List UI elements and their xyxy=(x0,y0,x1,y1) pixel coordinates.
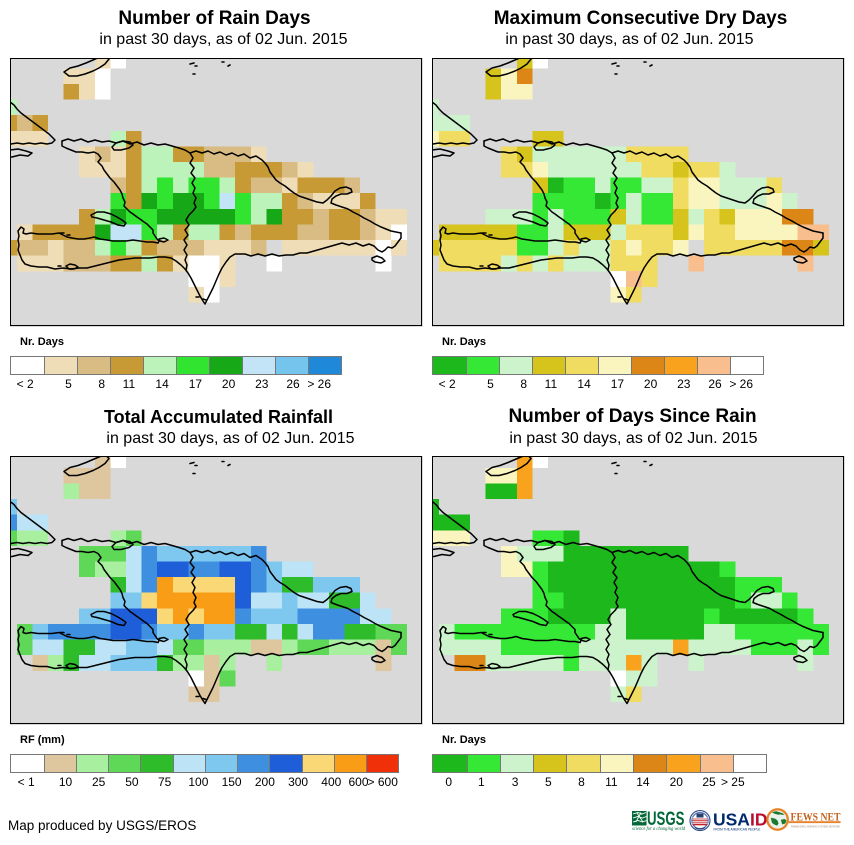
svg-text:FAMINE EARLY WARNING SYSTEMS N: FAMINE EARLY WARNING SYSTEMS NETWORK xyxy=(791,824,840,828)
svg-text:USAID: USAID xyxy=(713,810,767,830)
svg-text:USGS: USGS xyxy=(647,808,685,830)
svg-text:FEWS NET: FEWS NET xyxy=(791,811,841,823)
svg-text:FROM THE AMERICAN PEOPLE: FROM THE AMERICAN PEOPLE xyxy=(714,827,761,832)
svg-text:science for a changing world: science for a changing world xyxy=(632,827,685,832)
